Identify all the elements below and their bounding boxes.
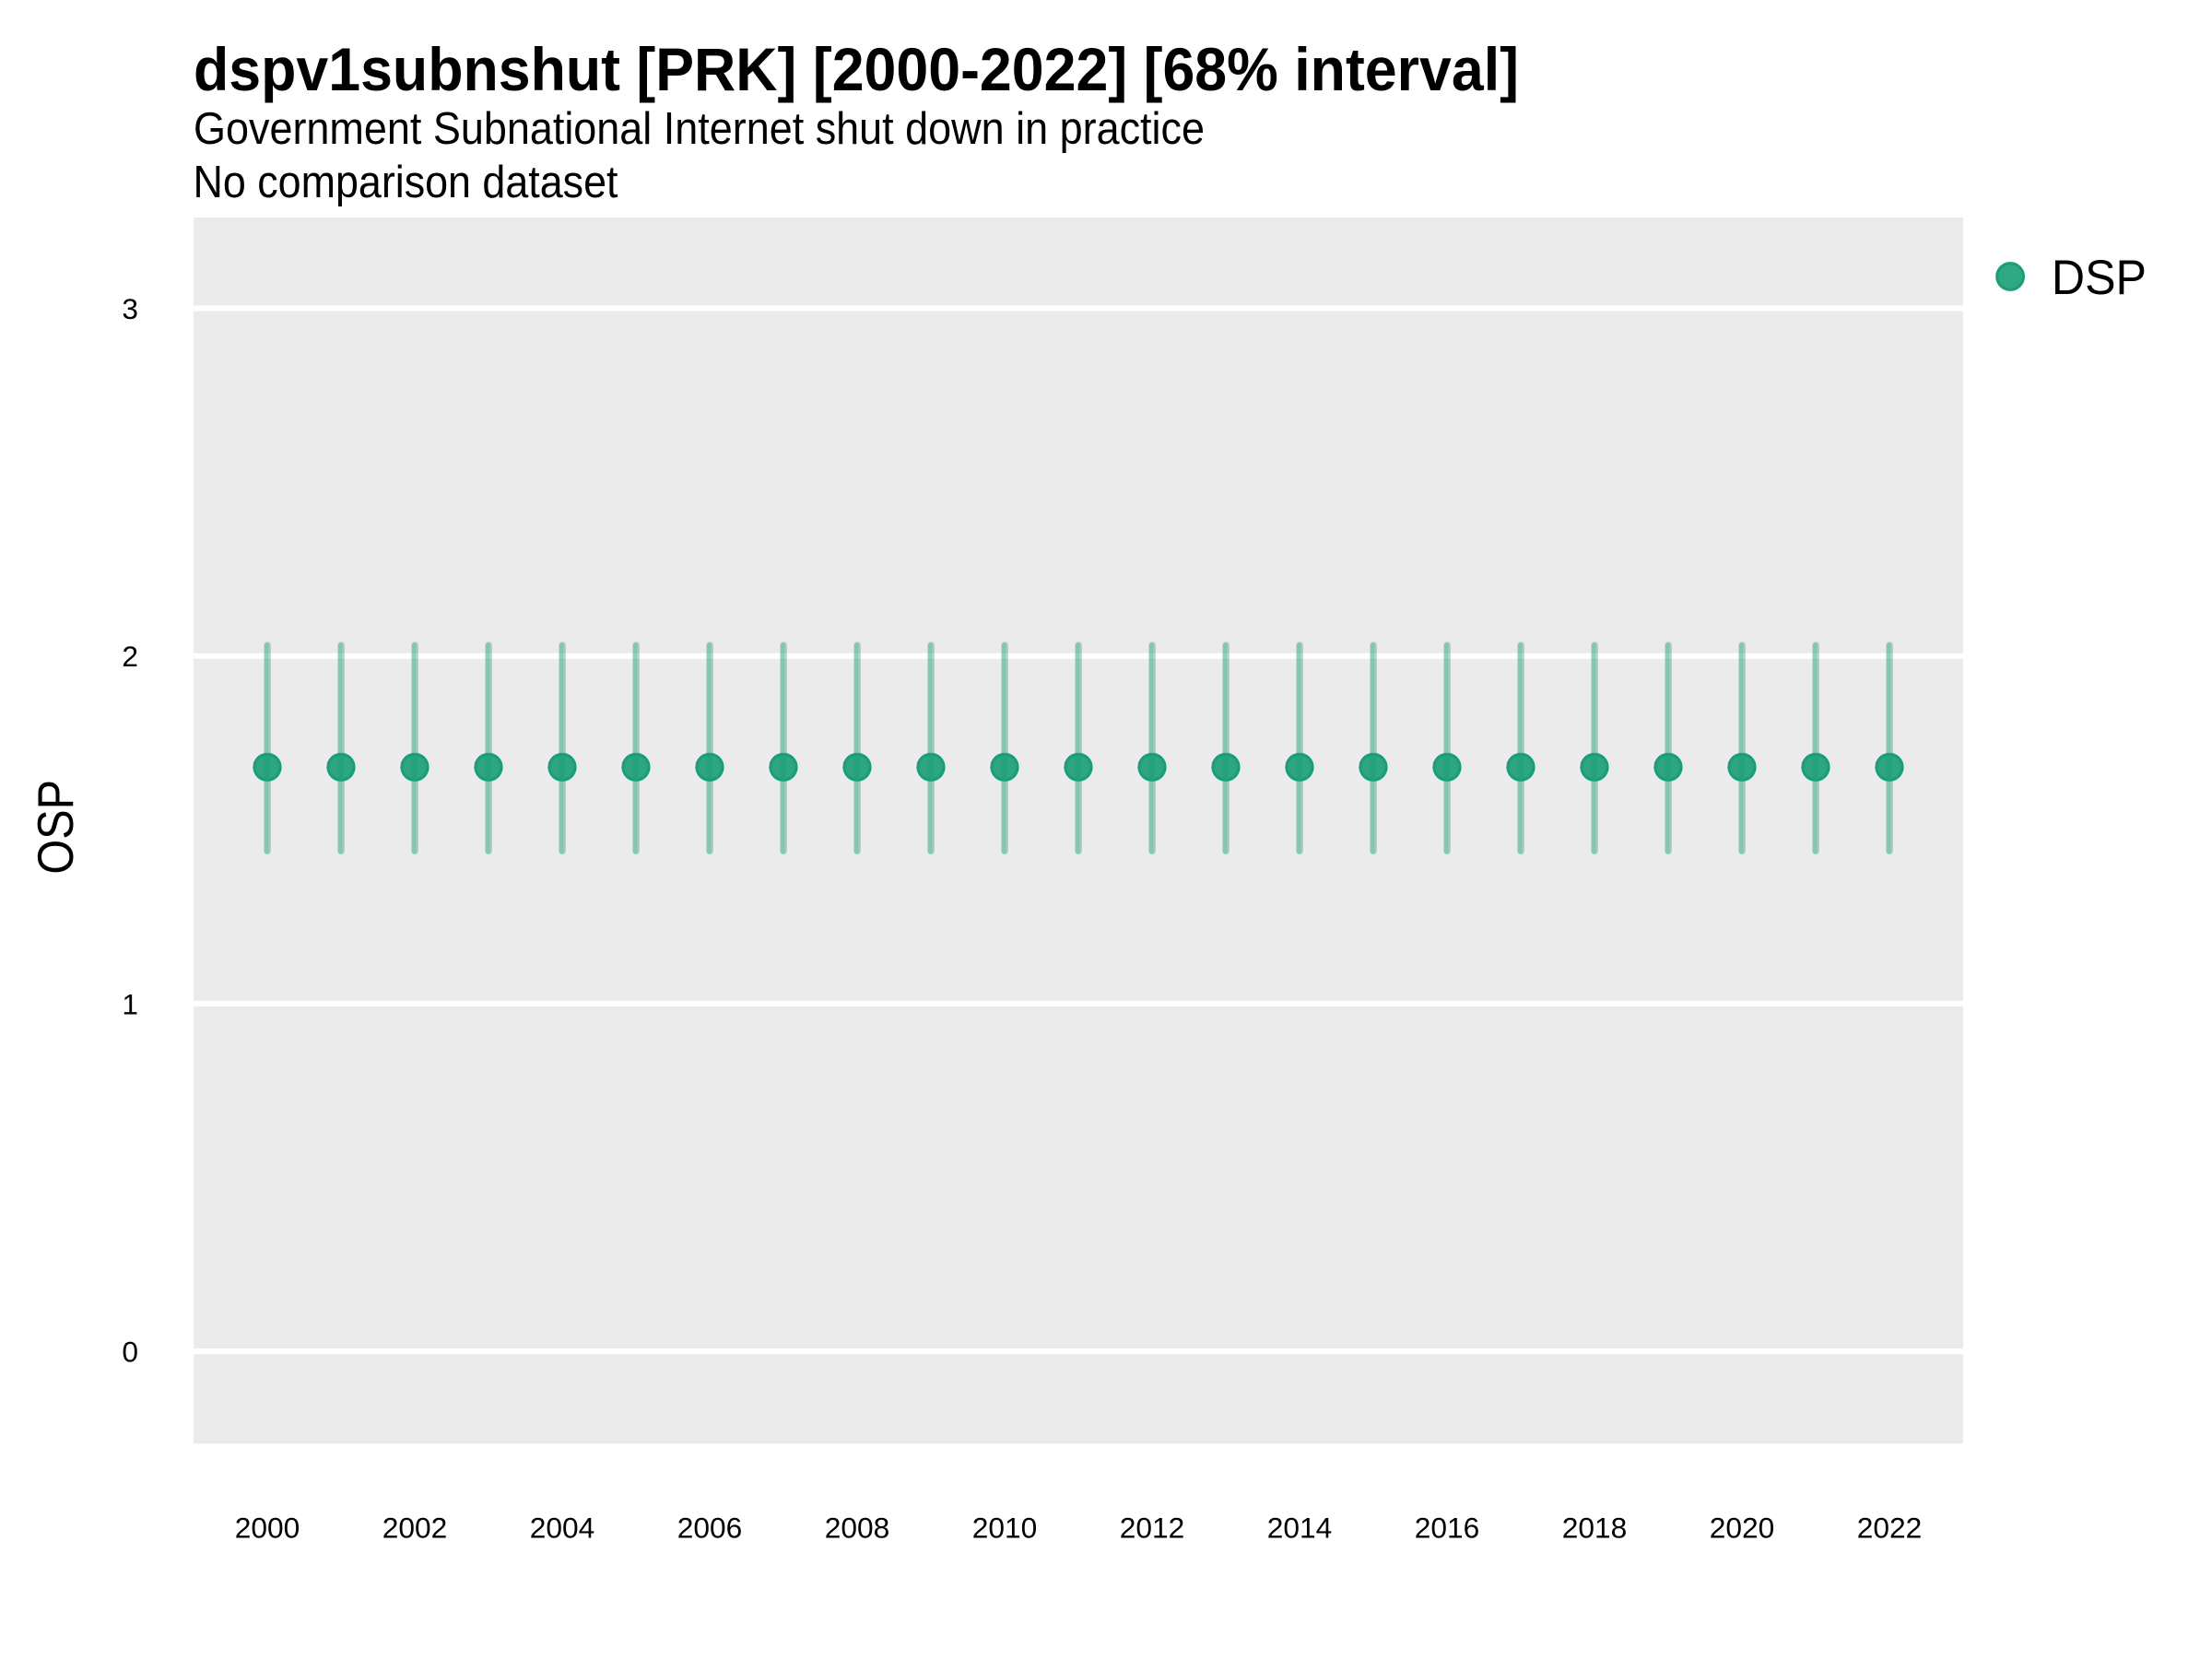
svg-text:2: 2 (122, 640, 138, 673)
svg-text:DSP: DSP (2052, 251, 2147, 305)
svg-text:Government Subnational Interne: Government Subnational Internet shut dow… (194, 104, 1205, 154)
svg-text:2016: 2016 (1415, 1512, 1480, 1545)
svg-text:3: 3 (122, 292, 138, 325)
svg-text:2006: 2006 (677, 1512, 743, 1545)
svg-text:2000: 2000 (235, 1512, 300, 1545)
svg-text:0: 0 (122, 1335, 138, 1369)
svg-text:2018: 2018 (1562, 1512, 1628, 1545)
svg-text:OSP: OSP (27, 780, 84, 875)
svg-text:2014: 2014 (1267, 1512, 1333, 1545)
svg-text:2002: 2002 (382, 1512, 448, 1545)
svg-text:No comparison dataset: No comparison dataset (194, 158, 618, 207)
svg-text:1: 1 (122, 987, 138, 1020)
svg-text:2020: 2020 (1710, 1512, 1775, 1545)
svg-text:2008: 2008 (825, 1512, 890, 1545)
svg-text:2022: 2022 (1857, 1512, 1923, 1545)
svg-text:2012: 2012 (1120, 1512, 1185, 1545)
svg-text:2010: 2010 (972, 1512, 1038, 1545)
svg-text:dspv1subnshut [PRK] [2000-2022: dspv1subnshut [PRK] [2000-2022] [68% int… (194, 36, 1519, 104)
svg-text:2004: 2004 (530, 1512, 595, 1545)
